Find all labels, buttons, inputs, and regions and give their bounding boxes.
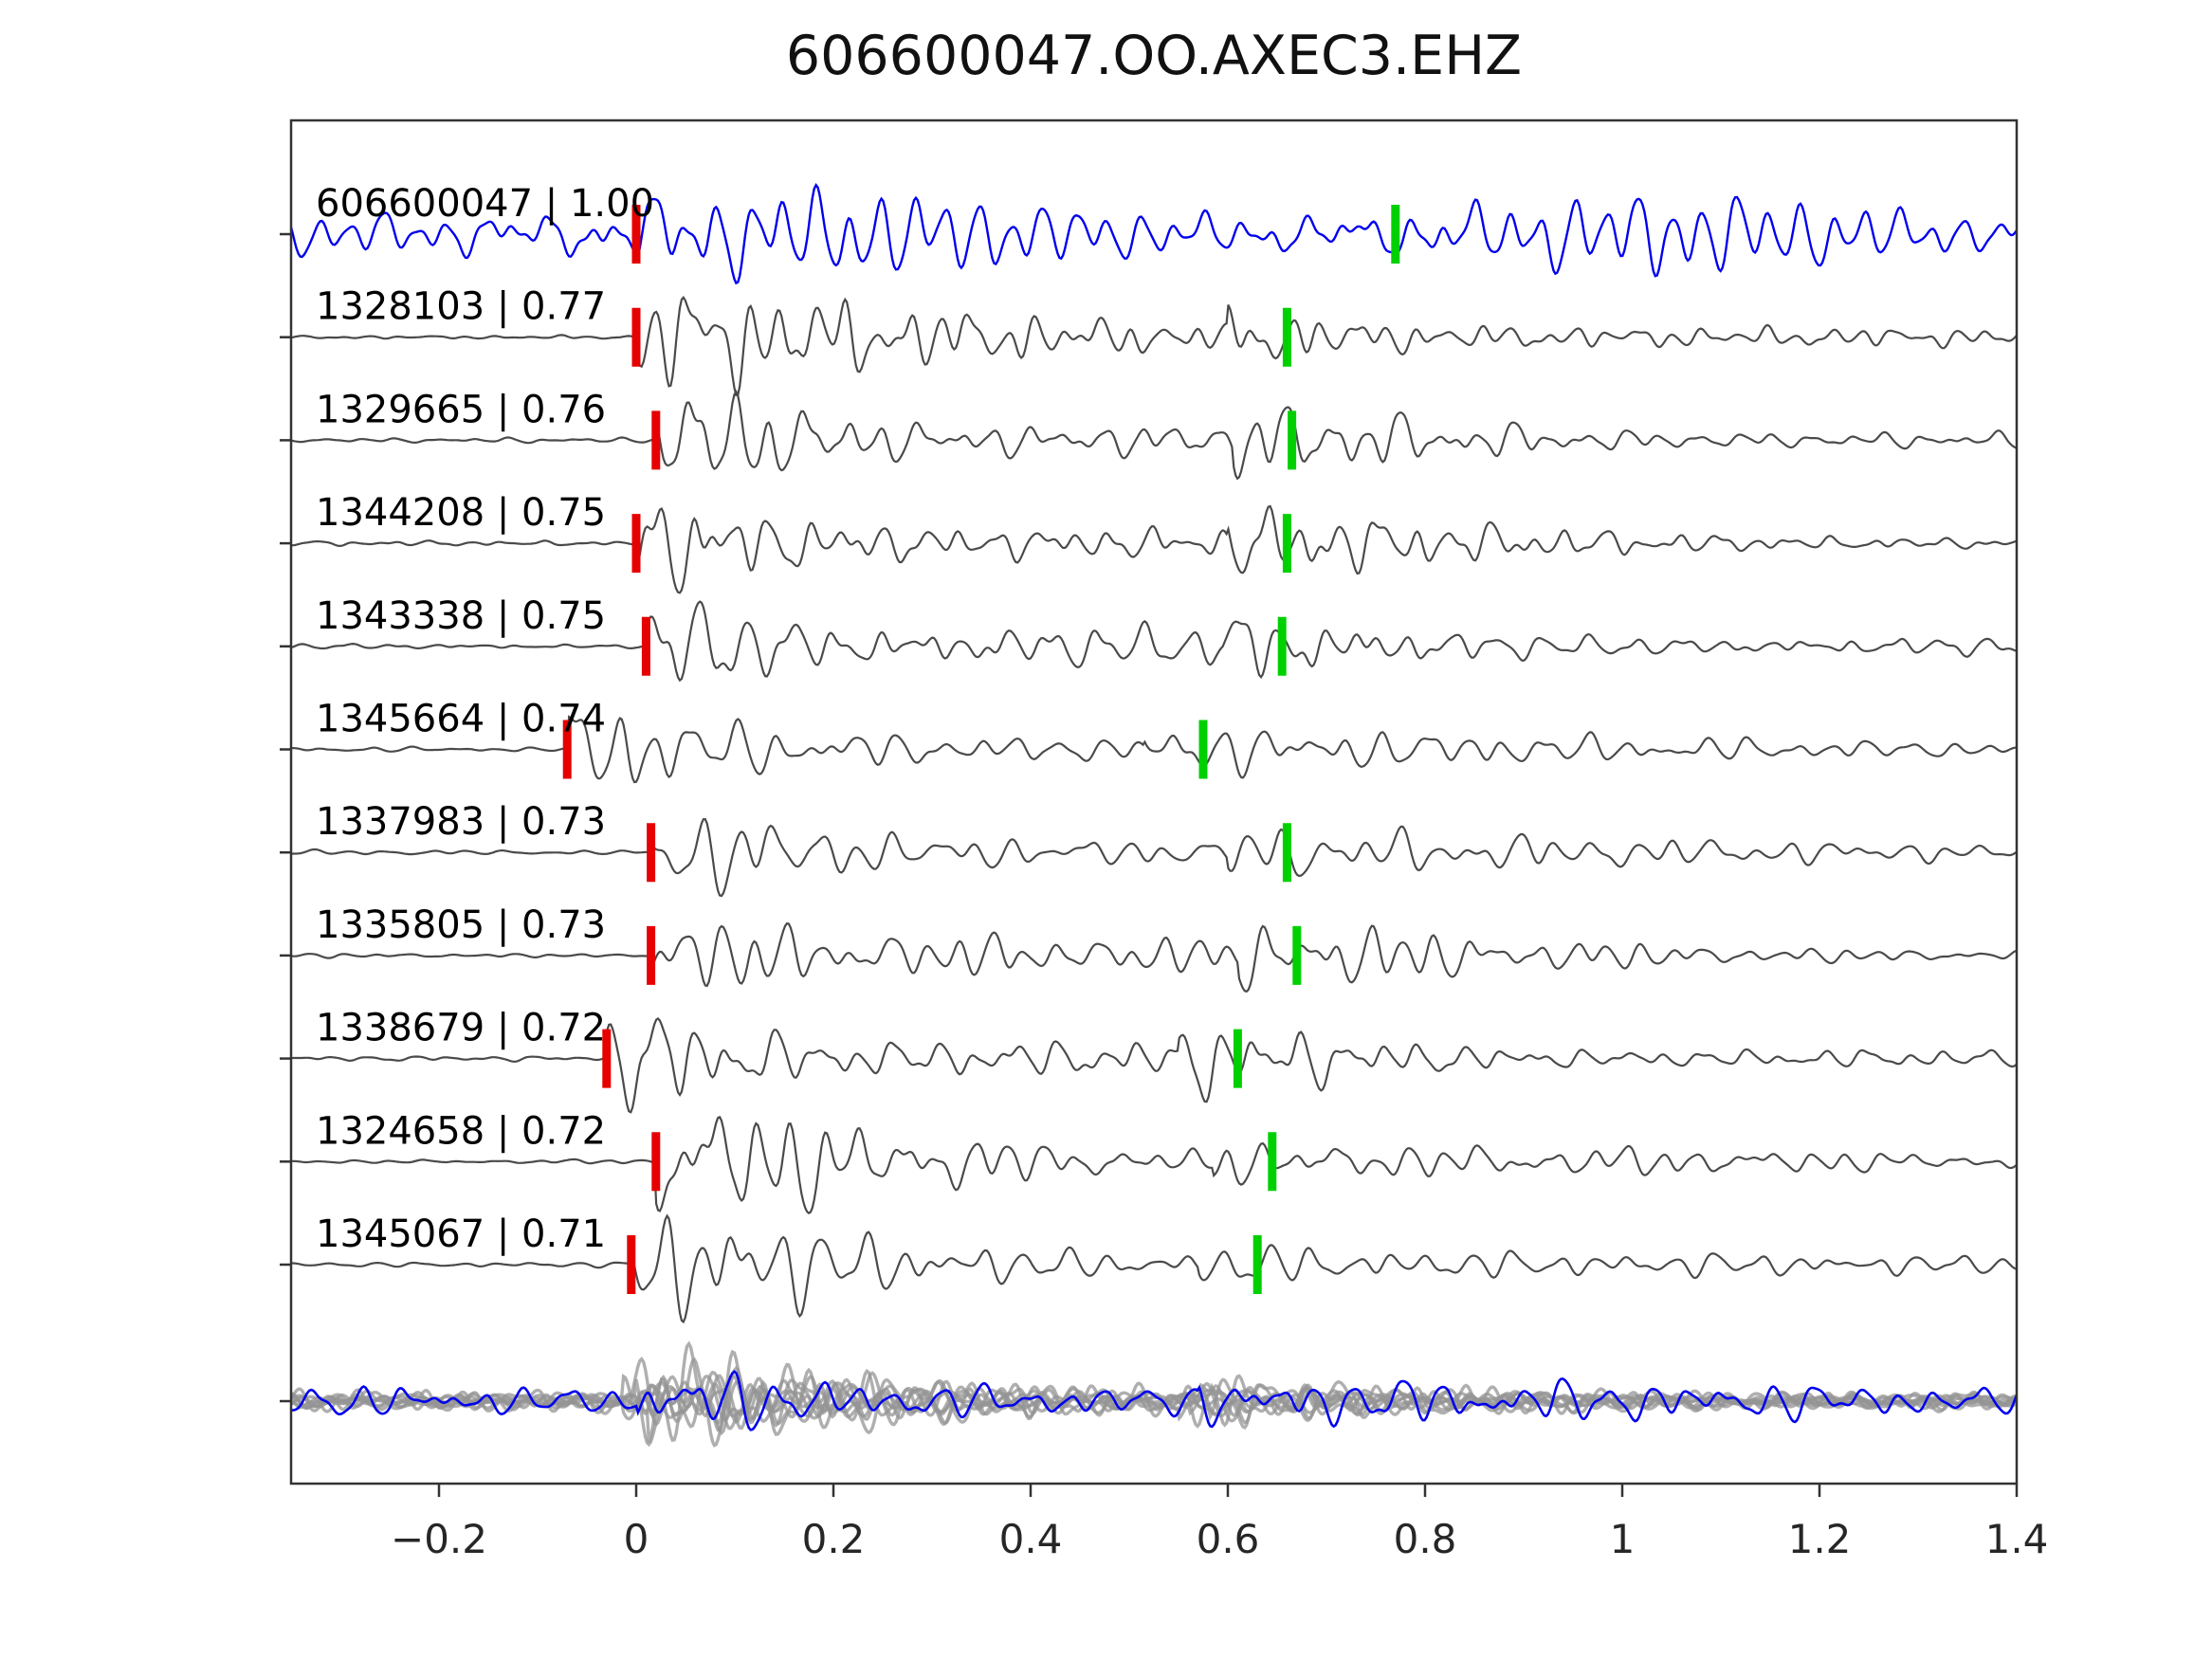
trace-label: 1343338 | 0.75 (316, 594, 606, 638)
trace-1344208 (291, 504, 2017, 594)
trace-label: 1337983 | 0.73 (316, 800, 606, 844)
trace-1328103 (291, 295, 2017, 397)
trace-1345067 (291, 1213, 2017, 1324)
plot-area (291, 183, 2017, 1448)
stack-trace-gray (291, 1340, 2017, 1443)
trace-1335805 (291, 921, 2017, 994)
x-tick-label: 0 (624, 1516, 649, 1562)
trace-label: 1345664 | 0.74 (316, 698, 606, 741)
trace-label: 1344208 | 0.75 (316, 491, 606, 535)
x-tick-label: −0.2 (391, 1516, 487, 1562)
stack-trace-gray (291, 1374, 2017, 1428)
x-tick-label: 1.2 (1788, 1516, 1852, 1562)
trace-1345664 (291, 715, 2017, 784)
trace-label: 1335805 | 0.73 (316, 903, 606, 947)
x-tick-label: 0.6 (1197, 1516, 1260, 1562)
x-tick-label: 0.2 (802, 1516, 866, 1562)
x-tick-label: 1.4 (1985, 1516, 2049, 1562)
trace-label: 1345067 | 0.71 (316, 1212, 606, 1256)
trace-label: 1324658 | 0.72 (316, 1109, 606, 1153)
x-tick-label: 0.4 (999, 1516, 1063, 1562)
trace-label: 1329665 | 0.76 (316, 388, 606, 431)
stack-trace-template (291, 1370, 2017, 1431)
trace-label: 1328103 | 0.77 (316, 285, 606, 329)
axis-frame (289, 118, 2019, 1486)
x-tick-label: 0.8 (1394, 1516, 1457, 1562)
trace-1338679 (291, 1016, 2017, 1114)
x-tick-label: 1 (1610, 1516, 1636, 1562)
trace-label: 606600047 | 1.00 (316, 182, 654, 226)
trace-label: 1338679 | 0.72 (316, 1007, 606, 1050)
trace-1337983 (291, 817, 2017, 898)
trace-1324658 (291, 1115, 2017, 1215)
trace-606600047 (291, 183, 2017, 285)
trace-1343338 (291, 600, 2017, 683)
chart-title: 606600047.OO.AXEC3.EHZ (785, 25, 1523, 87)
trace-1329665 (291, 390, 2017, 481)
